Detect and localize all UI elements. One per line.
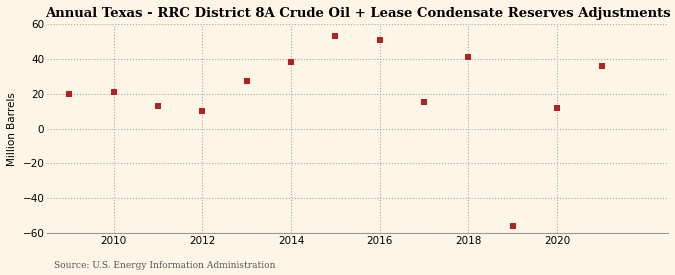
Point <box>375 37 385 42</box>
Point <box>596 64 607 68</box>
Point <box>197 109 208 113</box>
Point <box>242 79 252 84</box>
Y-axis label: Million Barrels: Million Barrels <box>7 92 17 166</box>
Point <box>64 92 75 96</box>
Point <box>463 55 474 59</box>
Point <box>418 100 429 104</box>
Point <box>330 34 341 38</box>
Text: Source: U.S. Energy Information Administration: Source: U.S. Energy Information Administ… <box>54 260 275 270</box>
Title: Annual Texas - RRC District 8A Crude Oil + Lease Condensate Reserves Adjustments: Annual Texas - RRC District 8A Crude Oil… <box>45 7 670 20</box>
Point <box>551 105 562 110</box>
Point <box>108 90 119 94</box>
Point <box>508 224 518 229</box>
Point <box>153 104 163 108</box>
Point <box>286 60 296 64</box>
